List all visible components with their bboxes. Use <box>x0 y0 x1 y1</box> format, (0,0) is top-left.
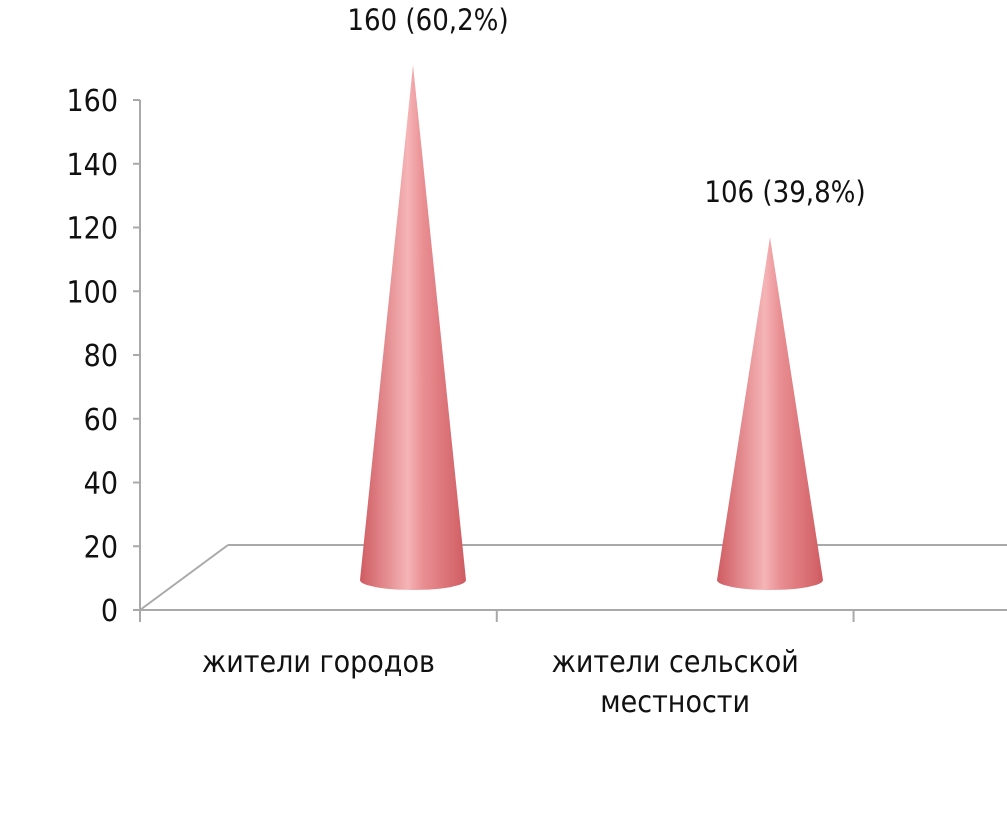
data-label: 160 (60,2%) <box>347 3 508 37</box>
y-tick-label: 40 <box>84 467 118 502</box>
category-label: жители сельской <box>552 645 799 680</box>
y-axis-ticks: 0 20 40 60 80 100 120 140 160 <box>66 84 140 629</box>
y-tick-label: 140 <box>66 148 118 183</box>
cone-body <box>360 65 466 590</box>
y-tick-label: 0 <box>101 594 118 629</box>
y-tick-label: 160 <box>66 84 118 119</box>
cone-body <box>717 237 823 590</box>
data-label: 106 (39,8%) <box>704 175 865 209</box>
y-tick-label: 100 <box>66 275 118 310</box>
category-label: местности <box>600 685 750 720</box>
category-label: жители городов <box>202 645 435 680</box>
cones <box>360 65 823 590</box>
y-tick-label: 60 <box>84 403 118 438</box>
y-tick-label: 120 <box>66 212 118 247</box>
floor-left-edge <box>139 544 229 611</box>
y-tick-label: 80 <box>84 339 118 374</box>
cone-bar <box>360 65 466 590</box>
axes <box>139 100 1007 622</box>
labels: 160 (60,2%) жители городов 106 (39,8%) жите… <box>202 3 866 720</box>
cone-bar <box>717 237 823 590</box>
y-tick-label: 20 <box>84 530 118 565</box>
